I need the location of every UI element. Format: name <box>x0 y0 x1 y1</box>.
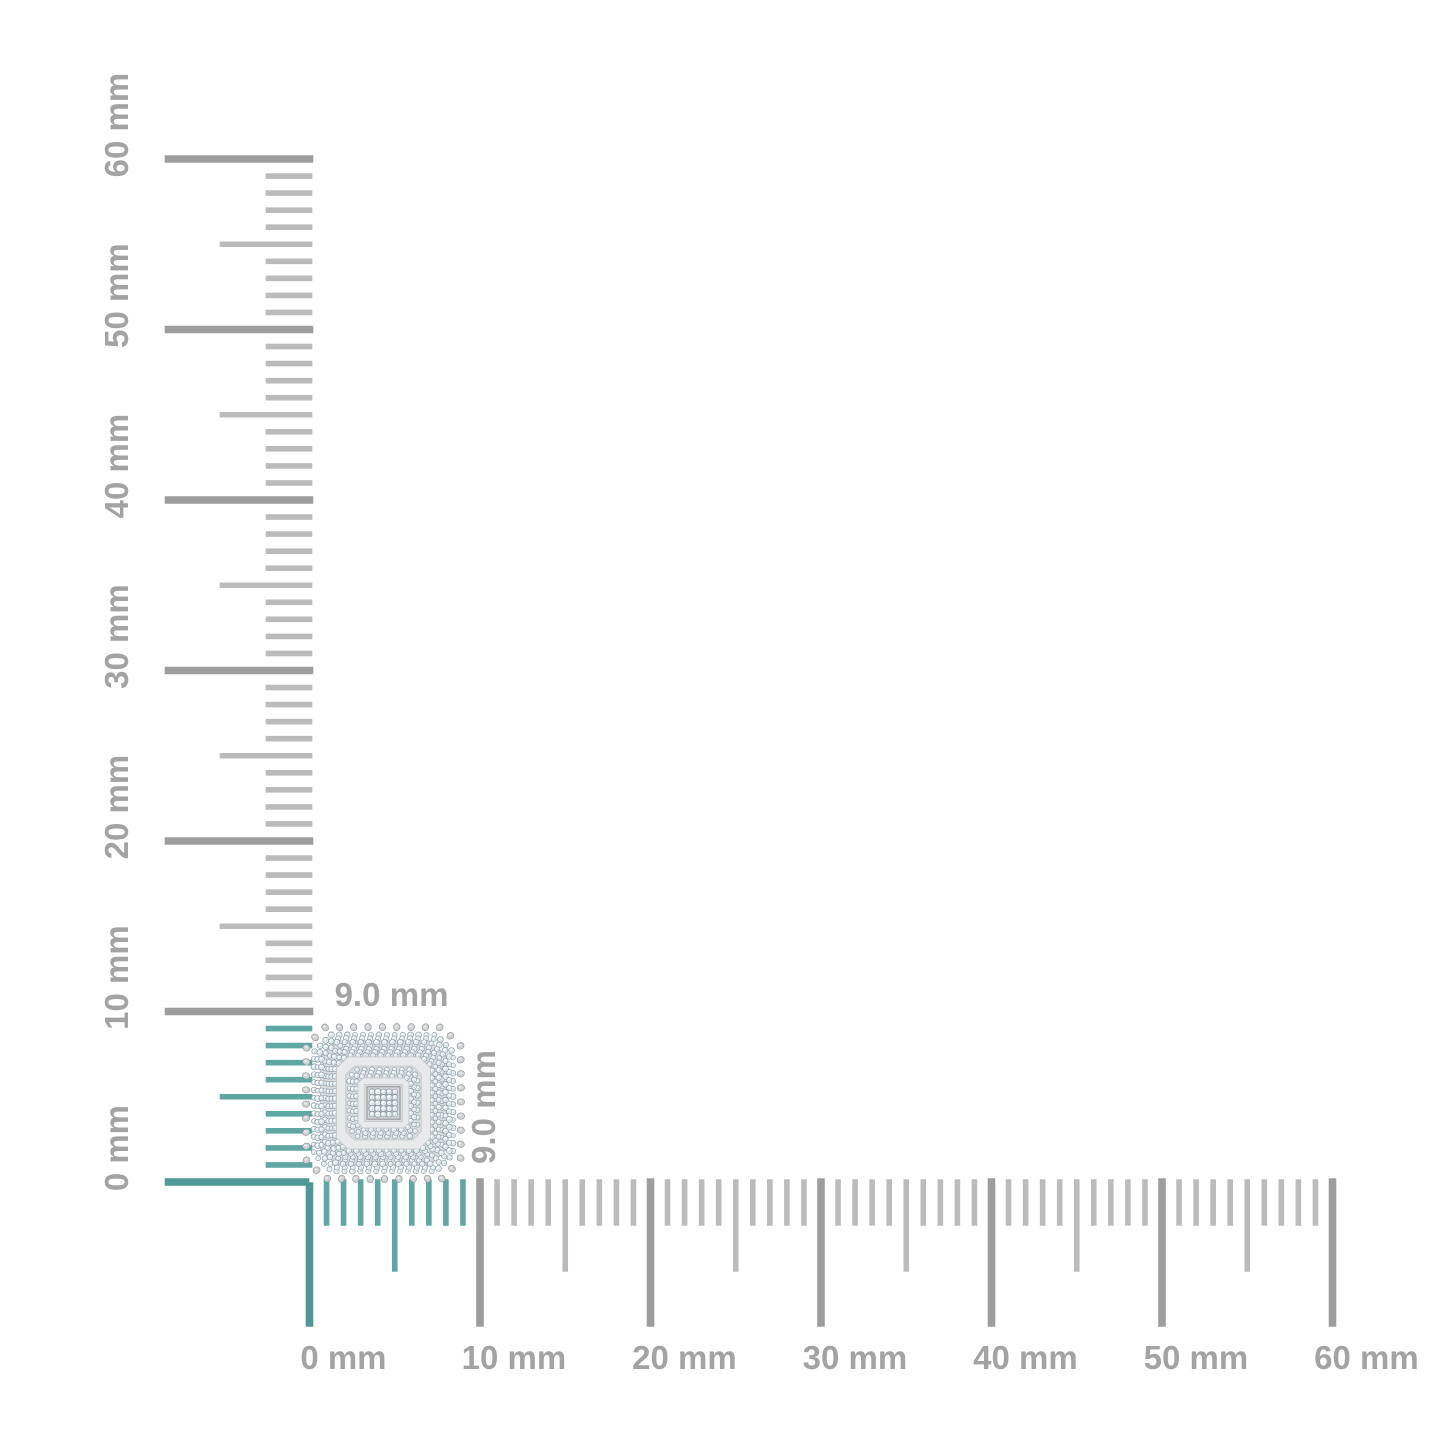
svg-text:50: 50 <box>98 311 135 348</box>
svg-text:20: 20 <box>632 1339 669 1376</box>
svg-text:0: 0 <box>300 1339 318 1376</box>
svg-text:20: 20 <box>98 823 135 860</box>
svg-text:40: 40 <box>973 1339 1010 1376</box>
svg-text:mm: mm <box>98 755 135 823</box>
svg-text:mm: mm <box>319 1339 387 1376</box>
svg-text:mm: mm <box>98 73 135 141</box>
svg-text:50: 50 <box>1144 1339 1181 1376</box>
svg-text:mm: mm <box>1180 1339 1248 1376</box>
svg-text:60: 60 <box>98 141 135 178</box>
svg-text:mm: mm <box>498 1339 566 1376</box>
svg-text:mm: mm <box>98 1105 135 1173</box>
svg-text:mm: mm <box>839 1339 907 1376</box>
svg-text:30: 30 <box>98 652 135 689</box>
svg-text:9.0: 9.0 <box>465 1118 502 1164</box>
svg-text:mm: mm <box>98 925 135 993</box>
svg-text:10: 10 <box>98 993 135 1030</box>
svg-text:mm: mm <box>98 584 135 652</box>
svg-text:0: 0 <box>98 1173 135 1191</box>
svg-text:9.0: 9.0 <box>335 976 381 1013</box>
svg-text:30: 30 <box>803 1339 840 1376</box>
svg-text:mm: mm <box>98 243 135 311</box>
svg-text:10: 10 <box>462 1339 499 1376</box>
svg-text:mm: mm <box>98 414 135 482</box>
svg-text:mm: mm <box>465 1050 502 1118</box>
svg-text:mm: mm <box>1351 1339 1419 1376</box>
svg-text:40: 40 <box>98 482 135 519</box>
svg-text:mm: mm <box>381 976 449 1013</box>
svg-text:mm: mm <box>1010 1339 1078 1376</box>
svg-text:mm: mm <box>669 1339 737 1376</box>
svg-text:60: 60 <box>1314 1339 1351 1376</box>
